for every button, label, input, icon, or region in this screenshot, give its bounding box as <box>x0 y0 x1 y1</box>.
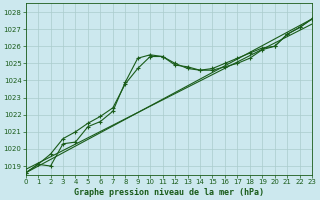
X-axis label: Graphe pression niveau de la mer (hPa): Graphe pression niveau de la mer (hPa) <box>74 188 264 197</box>
